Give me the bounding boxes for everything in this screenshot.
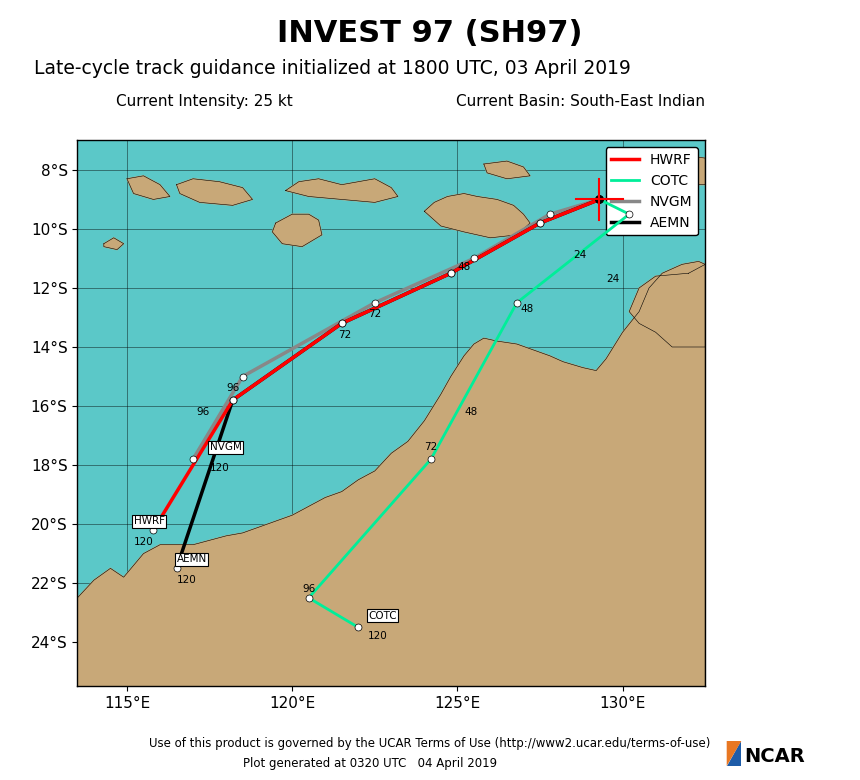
Text: Plot generated at 0320 UTC   04 April 2019: Plot generated at 0320 UTC 04 April 2019: [243, 757, 497, 770]
Polygon shape: [104, 238, 124, 250]
Text: NVGM: NVGM: [210, 442, 242, 452]
Text: 96: 96: [196, 407, 210, 417]
Text: Use of this product is governed by the UCAR Terms of Use (http://www2.ucar.edu/t: Use of this product is governed by the U…: [150, 737, 710, 750]
Text: 48: 48: [458, 262, 470, 272]
Text: 72: 72: [424, 442, 438, 452]
Text: 72: 72: [368, 310, 382, 320]
Text: 96: 96: [226, 383, 239, 393]
Polygon shape: [424, 193, 530, 238]
Text: Current Basin: South-East Indian: Current Basin: South-East Indian: [456, 94, 705, 108]
Polygon shape: [484, 161, 530, 179]
Text: NCAR: NCAR: [744, 747, 805, 766]
Polygon shape: [286, 179, 398, 202]
Polygon shape: [630, 264, 705, 347]
Text: 120: 120: [133, 537, 153, 547]
Polygon shape: [176, 179, 253, 205]
Legend: HWRF, COTC, NVGM, AEMN: HWRF, COTC, NVGM, AEMN: [605, 147, 698, 236]
Text: 96: 96: [302, 584, 316, 594]
Text: Current Intensity: 25 kt: Current Intensity: 25 kt: [116, 94, 293, 108]
Text: 120: 120: [176, 575, 196, 585]
Text: HWRF: HWRF: [133, 516, 164, 526]
Polygon shape: [655, 155, 705, 185]
Text: 120: 120: [368, 631, 388, 641]
Text: 72: 72: [338, 330, 352, 340]
Polygon shape: [127, 176, 170, 200]
Text: 120: 120: [210, 463, 230, 473]
Text: Late-cycle track guidance initialized at 1800 UTC, 03 April 2019: Late-cycle track guidance initialized at…: [34, 58, 631, 77]
Text: 24: 24: [573, 250, 587, 261]
Text: 48: 48: [520, 303, 533, 314]
Text: INVEST 97 (SH97): INVEST 97 (SH97): [277, 20, 583, 48]
Text: AEMN: AEMN: [176, 555, 206, 565]
Polygon shape: [77, 261, 705, 686]
Polygon shape: [273, 215, 322, 246]
Text: COTC: COTC: [368, 611, 396, 621]
Text: 48: 48: [464, 407, 477, 417]
Text: 24: 24: [606, 274, 619, 284]
